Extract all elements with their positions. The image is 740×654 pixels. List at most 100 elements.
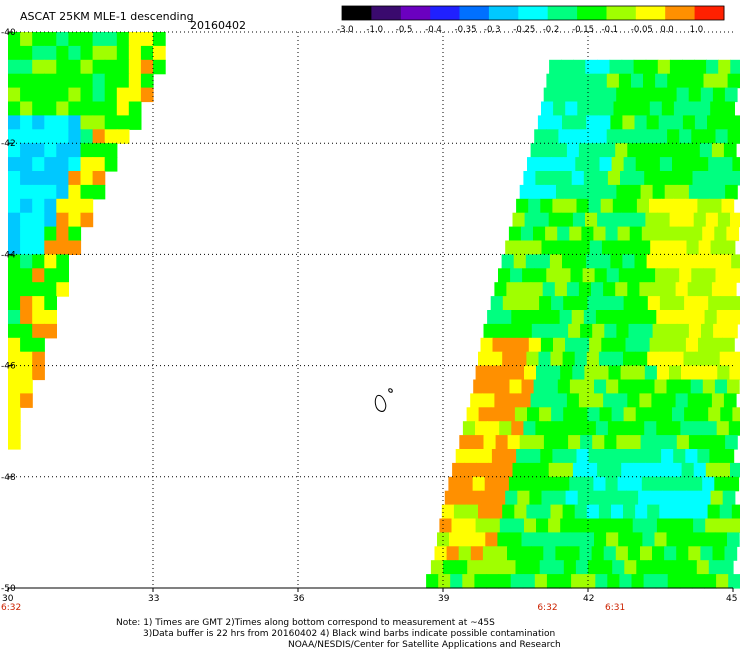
cell-east (448, 476, 462, 492)
cell-east (466, 407, 480, 422)
cell-west (32, 310, 45, 325)
cell-west (68, 73, 82, 89)
cell-west (128, 101, 142, 116)
cell-east (527, 296, 540, 311)
cell-east (696, 296, 709, 311)
cell-east (604, 87, 617, 103)
cell-east (635, 351, 648, 367)
cell-east (524, 462, 538, 478)
cell-east (566, 143, 580, 158)
cell-east (490, 504, 503, 520)
cell-west (92, 59, 106, 75)
cell-east (707, 254, 720, 269)
cell-west (92, 73, 106, 89)
cell-east (462, 574, 475, 589)
cell-east (550, 504, 564, 520)
cell-east (569, 476, 582, 492)
cell-east (704, 574, 717, 589)
cell-east (679, 268, 692, 283)
cell-east (497, 532, 511, 547)
cell-west (8, 393, 21, 408)
cell-east (508, 226, 522, 242)
cell-east (623, 157, 637, 172)
cell-west (44, 240, 57, 255)
cell-west (32, 323, 45, 339)
cell-east (483, 323, 497, 339)
cell-east (701, 323, 714, 339)
cell-west (20, 337, 33, 353)
cell-east (565, 337, 578, 353)
cell-west (56, 143, 69, 158)
cell-east (673, 101, 687, 116)
cell-east (700, 87, 714, 103)
cell-east (660, 560, 674, 575)
cell-east (502, 407, 516, 422)
cell-east (444, 490, 458, 506)
cell-east (623, 407, 637, 422)
cell-east (478, 407, 492, 422)
cell-east (650, 490, 663, 506)
cell-west (8, 296, 21, 311)
cell-west (8, 323, 21, 339)
cell-east (670, 254, 684, 269)
cell-east (623, 504, 636, 520)
cell-east (725, 435, 738, 450)
cell-east (495, 546, 508, 561)
cell-east (540, 198, 553, 214)
cell-east (565, 101, 578, 116)
cell-east (700, 546, 714, 561)
cell-west (8, 45, 21, 61)
colorbar-tick-label: -0.3 (484, 25, 501, 35)
colorbar-swatch (577, 6, 607, 20)
cell-east (626, 240, 639, 255)
cell-east (687, 393, 701, 408)
cell-east (642, 532, 656, 547)
cell-east (630, 532, 643, 547)
cell-west (68, 184, 82, 200)
cell-east (547, 171, 561, 186)
cell-east (591, 393, 604, 408)
cell-east (577, 101, 590, 116)
cell-west (44, 212, 57, 228)
cell-west (32, 157, 45, 172)
cell-east (606, 268, 620, 283)
cell-west (8, 143, 21, 158)
cell-east (659, 296, 673, 311)
cell-east (543, 87, 557, 103)
cell-west (140, 32, 154, 47)
cell-east (719, 504, 733, 520)
cell-east (697, 198, 711, 214)
cell-west (44, 171, 57, 186)
cell-east (502, 296, 516, 311)
cell-east (622, 115, 636, 130)
cell-west (56, 226, 69, 242)
cell-east (542, 282, 556, 297)
cell-east (721, 449, 735, 464)
cell-east (650, 240, 663, 255)
cell-east (655, 574, 669, 589)
axes-layer: 30 33 36 39 42 45 -40 -42 -44 -46 -48 -50 6:32 6:32 6:… (1, 28, 737, 613)
cell-east (609, 59, 623, 75)
cell-west (8, 337, 21, 353)
colorbar-tick-label: -0.15 (572, 25, 594, 35)
cell-east (558, 73, 572, 89)
cell-east (712, 546, 726, 561)
cell-east (533, 532, 547, 547)
cell-east (680, 421, 694, 436)
cell-east (487, 518, 501, 533)
colorbar-tick-label: -0.1 (602, 25, 619, 35)
cell-west (153, 45, 166, 61)
cell-east (531, 546, 544, 561)
cell-east (731, 504, 740, 520)
cell-east (612, 449, 626, 464)
cell-east (679, 129, 692, 144)
islet-outline (388, 388, 393, 393)
cell-west (116, 129, 130, 144)
cell-west (80, 171, 94, 186)
cell-east (588, 449, 602, 464)
cell-east (694, 115, 708, 130)
cell-east (698, 337, 711, 353)
cell-east (567, 546, 581, 561)
cell-east (524, 365, 537, 381)
cell-east (556, 435, 569, 450)
